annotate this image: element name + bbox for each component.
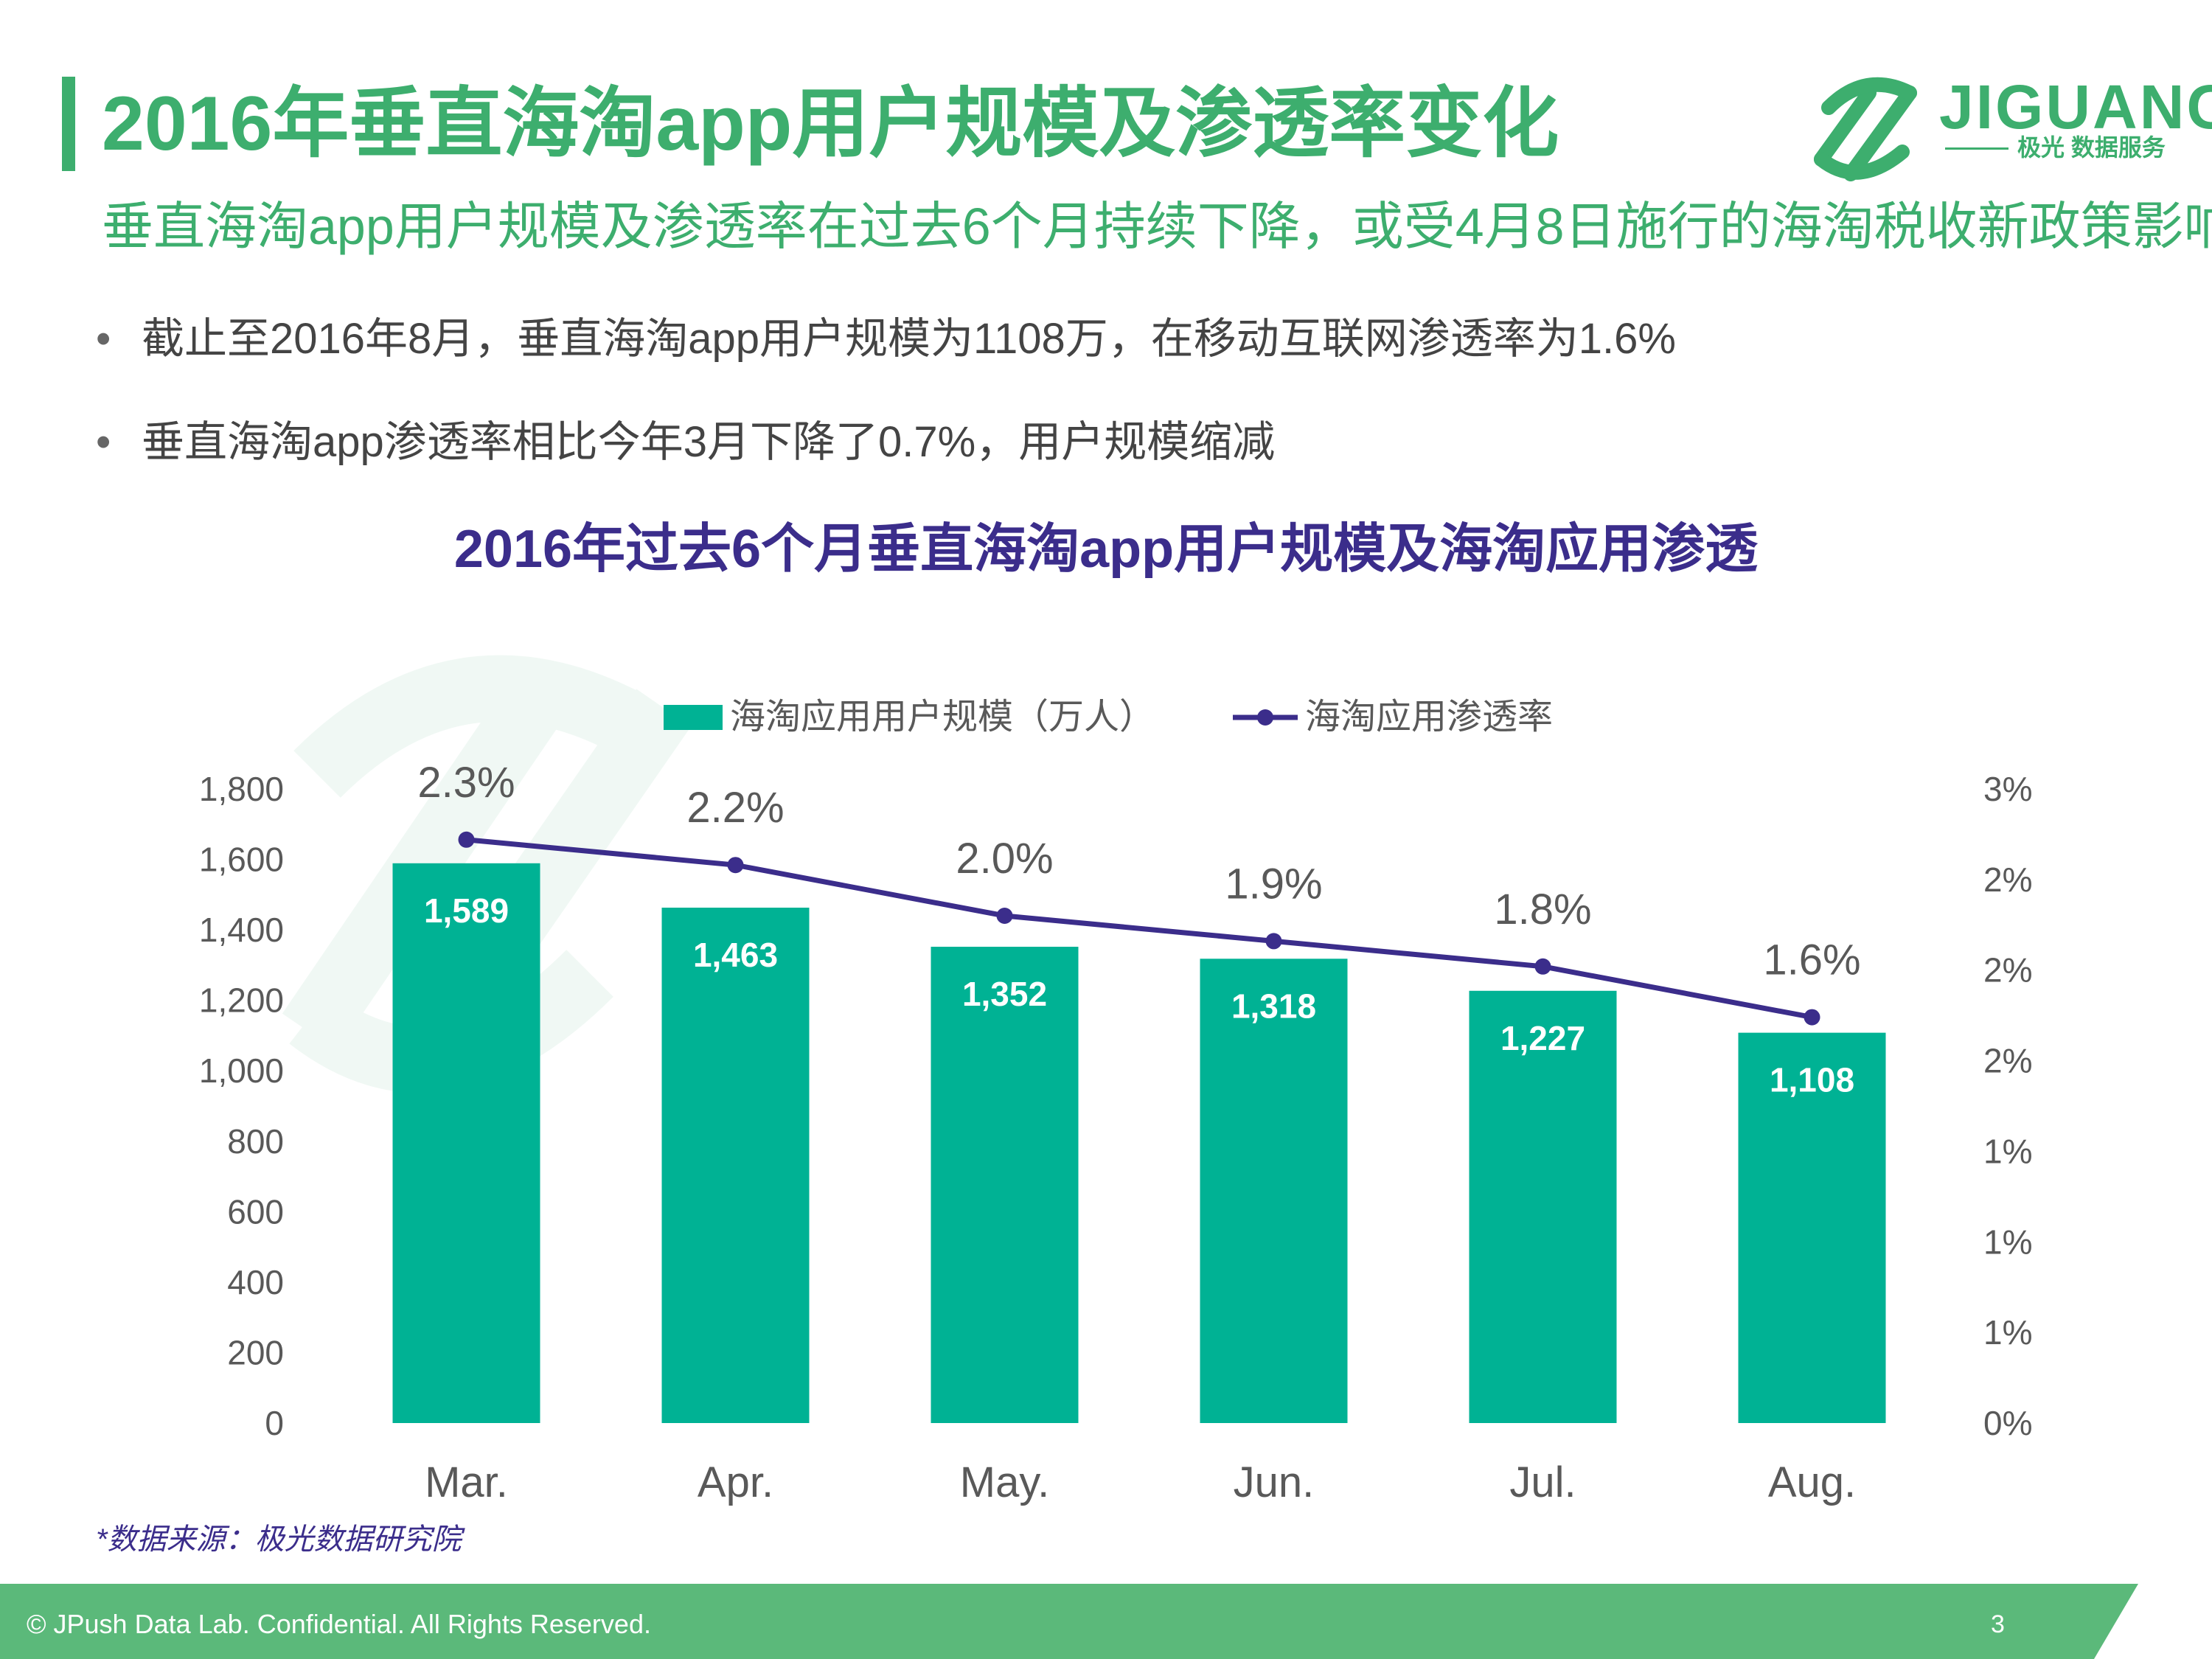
y-right-tick-label: 1% — [1983, 1313, 2032, 1352]
line-point — [996, 908, 1013, 924]
y-right-tick-label: 1% — [1983, 1132, 2032, 1170]
line-data-label: 1.9% — [1225, 860, 1322, 908]
bar-data-label: 1,227 — [1500, 1019, 1585, 1057]
x-tick-label: Jul. — [1509, 1458, 1576, 1506]
title-accent-bar — [62, 77, 75, 171]
bar — [661, 908, 810, 1423]
line-data-label: 2.3% — [417, 759, 515, 807]
line-point — [727, 857, 744, 874]
x-tick-label: May. — [960, 1458, 1049, 1506]
y-left-tick-label: 1,600 — [199, 841, 284, 879]
logo-subtext: 极光 数据服务 — [2017, 134, 2166, 161]
y-left-tick-label: 1,200 — [199, 981, 284, 1020]
x-tick-label: Apr. — [698, 1458, 773, 1506]
chart-title: 2016年过去6个月垂直海淘app用户规模及海淘应用渗透 — [453, 520, 1759, 579]
data-source-note: *数据来源：极光数据研究院 — [96, 1523, 462, 1556]
bar-data-label: 1,108 — [1770, 1061, 1854, 1099]
y-left-tick-label: 1,800 — [199, 770, 284, 808]
jiguang-logo-icon — [1814, 77, 1917, 181]
line-point — [1534, 958, 1551, 975]
line-point — [1804, 1009, 1820, 1026]
page-number: 3 — [1991, 1610, 2005, 1638]
legend-swatch-bar — [664, 705, 723, 730]
line-point — [458, 831, 475, 848]
bullet-item: • 垂直海淘app渗透率相比今年3月下降了0.7%，用户规模缩减 — [96, 413, 1275, 472]
bar — [931, 947, 1079, 1423]
line-data-label: 1.6% — [1763, 936, 1860, 984]
bar — [392, 863, 540, 1423]
bullet-text: 截止至2016年8月，垂直海淘app用户规模为1108万，在移动互联网渗透率为1… — [142, 315, 1676, 363]
y-left-tick-label: 800 — [227, 1122, 284, 1161]
footer-copyright: © JPush Data Lab. Confidential. All Righ… — [27, 1609, 651, 1639]
y-left-tick-label: 0 — [265, 1404, 284, 1442]
page-title: 2016年垂直海淘app用户规模及渗透率变化 — [102, 81, 1559, 167]
penetration-line — [466, 837, 1813, 1020]
y-left-tick-label: 1,000 — [199, 1051, 284, 1090]
y-right-tick-label: 2% — [1983, 951, 2032, 990]
y-left-tick-label: 400 — [227, 1263, 284, 1301]
bar — [1200, 959, 1348, 1423]
bar-data-label: 1,318 — [1231, 987, 1316, 1025]
bar — [1469, 990, 1617, 1423]
chart-legend: 海淘应用用户规模（万人） 海淘应用渗透率 — [664, 698, 1553, 737]
bullet-marker: • — [96, 418, 111, 466]
x-tick-label: Jun. — [1234, 1458, 1315, 1506]
x-tick-label: Aug. — [1768, 1458, 1856, 1506]
line-data-label: 2.0% — [956, 835, 1053, 883]
y-left-tick-label: 600 — [227, 1192, 284, 1231]
line-point — [1265, 933, 1282, 950]
page-subtitle: 垂直海淘app用户规模及渗透率在过去6个月持续下降，或受4月8日施行的海淘税收新… — [102, 198, 2212, 255]
legend-marker-line — [1257, 709, 1273, 726]
bullet-text: 垂直海淘app渗透率相比今年3月下降了0.7%，用户规模缩减 — [142, 418, 1276, 466]
legend-label-line: 海淘应用渗透率 — [1305, 698, 1553, 737]
line-data-label: 2.2% — [686, 784, 784, 832]
footer-bar — [0, 1584, 2138, 1659]
bar-data-label: 1,589 — [424, 891, 509, 930]
y-left-tick-label: 1,400 — [199, 911, 284, 949]
bar-data-label: 1,463 — [693, 936, 778, 974]
y-right-tick-label: 2% — [1983, 860, 2032, 899]
bar-data-label: 1,352 — [962, 975, 1047, 1013]
y-right-tick-label: 3% — [1983, 770, 2032, 808]
y-right-tick-label: 1% — [1983, 1222, 2032, 1261]
line-data-label: 1.8% — [1494, 886, 1591, 933]
legend-label-bar: 海淘应用用户规模（万人） — [730, 698, 1155, 737]
bullet-marker: • — [96, 315, 111, 363]
bullet-item: • 截止至2016年8月，垂直海淘app用户规模为1108万，在移动互联网渗透率为… — [96, 310, 1676, 369]
bar — [1738, 1032, 1886, 1423]
y-right-tick-label: 2% — [1983, 1042, 2032, 1080]
logo-text: JIGUANG — [1939, 72, 2212, 142]
y-left-tick-label: 200 — [227, 1333, 284, 1371]
logo-divider — [1945, 147, 2008, 150]
x-tick-label: Mar. — [425, 1458, 508, 1506]
y-right-tick-label: 0% — [1983, 1404, 2032, 1442]
